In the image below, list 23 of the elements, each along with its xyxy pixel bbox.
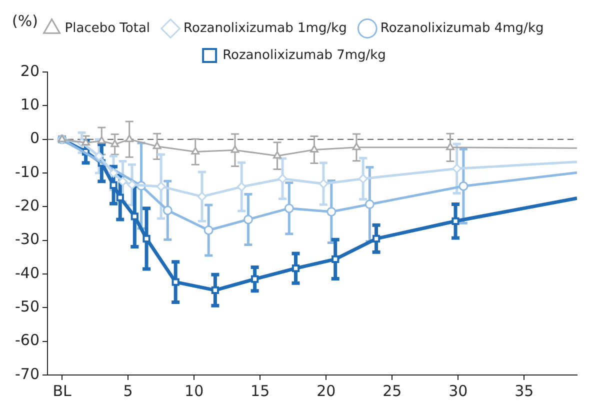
y-tick-label: -50 <box>15 298 40 316</box>
x-tick-label: 25 <box>382 382 402 400</box>
y-tick-label: -20 <box>15 196 40 215</box>
y-axis-title: (%) <box>12 12 38 30</box>
y-tick-label: 10 <box>20 96 40 114</box>
y-tick-label: -10 <box>15 162 40 181</box>
y-tick-label: -60 <box>15 331 40 350</box>
x-tick-label: 35 <box>514 382 534 400</box>
legend-label: Placebo Total <box>64 20 150 36</box>
y-tick-label: 20 <box>20 62 40 80</box>
x-tick-label: BL <box>52 382 72 400</box>
x-tick-label: 10 <box>184 382 204 400</box>
legend-label: Rozanolixizumab 1mg/kg <box>184 20 347 36</box>
y-tick-label: 0 <box>30 129 40 148</box>
legend-label: Rozanolixizumab 7mg/kg <box>222 48 386 63</box>
y-tick-label: -30 <box>15 230 40 248</box>
y-tick-label: -70 <box>15 364 40 383</box>
x-tick-label: 5 <box>123 382 133 400</box>
x-tick-label: 30 <box>448 382 468 400</box>
x-tick-label: 20 <box>316 382 336 400</box>
legend-label: Rozanolixizumab 4mg/kg <box>380 20 544 36</box>
x-tick-label: 15 <box>250 382 270 400</box>
y-tick-label: -40 <box>15 264 40 282</box>
